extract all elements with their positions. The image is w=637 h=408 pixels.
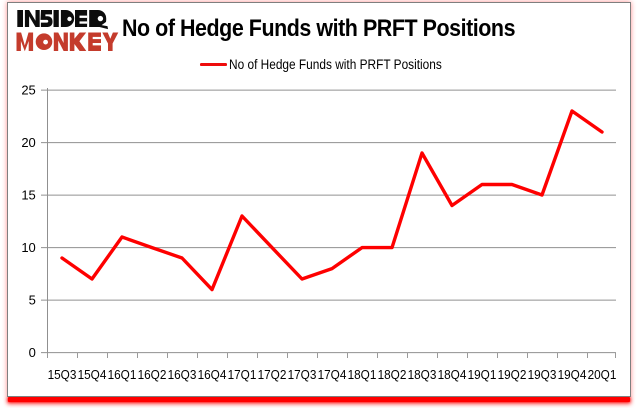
svg-text:15Q4: 15Q4 — [78, 367, 107, 382]
svg-text:0: 0 — [29, 345, 36, 360]
svg-text:16Q1: 16Q1 — [108, 367, 137, 382]
svg-text:5: 5 — [29, 293, 36, 308]
svg-text:18Q2: 18Q2 — [378, 367, 407, 382]
svg-text:16Q2: 16Q2 — [138, 367, 167, 382]
svg-text:17Q1: 17Q1 — [228, 367, 257, 382]
svg-text:19Q3: 19Q3 — [528, 367, 557, 382]
svg-text:20Q1: 20Q1 — [588, 367, 617, 382]
svg-text:19Q1: 19Q1 — [468, 367, 497, 382]
svg-text:19Q4: 19Q4 — [558, 367, 587, 382]
svg-text:17Q4: 17Q4 — [318, 367, 347, 382]
svg-text:18Q3: 18Q3 — [408, 367, 437, 382]
svg-text:16Q3: 16Q3 — [168, 367, 197, 382]
svg-text:18Q4: 18Q4 — [438, 367, 467, 382]
svg-text:16Q4: 16Q4 — [198, 367, 227, 382]
svg-text:20: 20 — [21, 135, 35, 150]
svg-text:19Q2: 19Q2 — [498, 367, 527, 382]
svg-text:10: 10 — [21, 240, 35, 255]
svg-text:17Q2: 17Q2 — [258, 367, 287, 382]
svg-text:17Q3: 17Q3 — [288, 367, 317, 382]
svg-text:15Q3: 15Q3 — [48, 367, 77, 382]
svg-text:18Q1: 18Q1 — [348, 367, 377, 382]
svg-text:25: 25 — [21, 83, 35, 98]
svg-text:15: 15 — [21, 188, 35, 203]
